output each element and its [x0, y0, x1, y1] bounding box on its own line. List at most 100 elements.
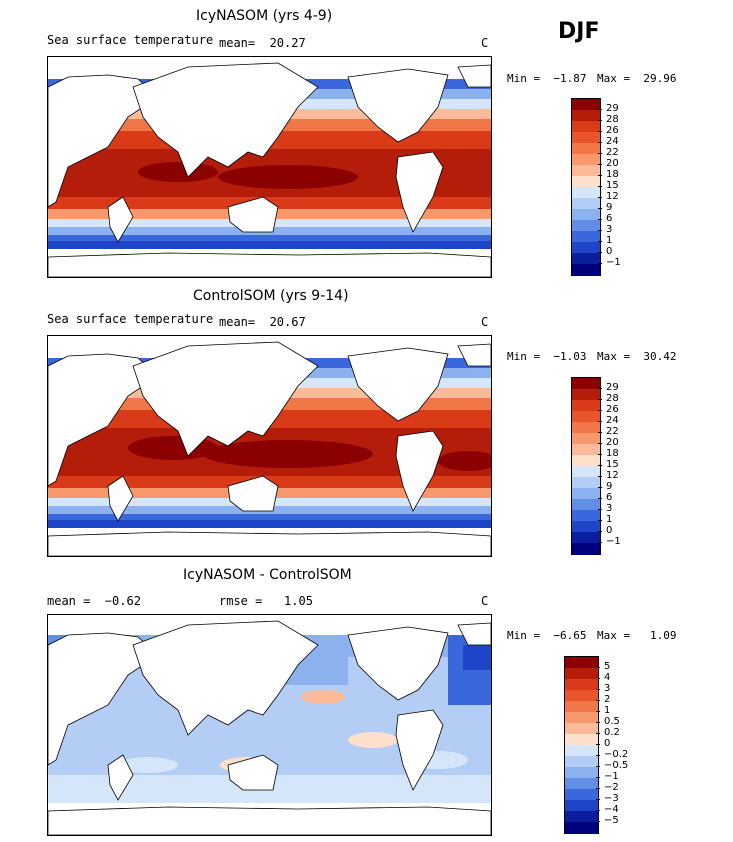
panel-3-colorbar-tick — [596, 700, 600, 701]
panel-3-max: Max = 1.09 — [597, 629, 677, 642]
panel-2-colorbar-tick — [598, 443, 602, 444]
panel-2-colorbar-label: 26 — [606, 404, 619, 415]
panel-3-colorbar-tick — [596, 733, 600, 734]
panel-2-colorbar-tick — [598, 487, 602, 488]
panel-2-colorbar-tick — [598, 520, 602, 521]
panel-3-colorbar-swatch — [565, 822, 598, 834]
panel-2-colorbar-tick — [598, 432, 602, 433]
panel-2-colorbar-swatch — [572, 466, 600, 478]
panel-1-mean: mean= 20.27 — [219, 36, 306, 50]
panel-3-colorbar-label: −0.2 — [604, 749, 629, 760]
panel-1-colorbar-tick — [598, 153, 602, 154]
panel-3-colorbar-tick — [596, 722, 600, 723]
panel-2-colorbar-swatch — [572, 510, 600, 522]
panel-2-colorbar-swatch — [572, 389, 600, 401]
panel-2-colorbar-swatch — [572, 433, 600, 445]
panel-2-colorbar-swatch — [572, 499, 600, 511]
panel-2-colorbar-tick — [598, 421, 602, 422]
panel-3-colorbar-swatch — [565, 668, 598, 680]
panel-1-colorbar-labels: 29 28 26 24 22 20 18 15 12 9 6 3 1 0 −1 — [598, 98, 659, 274]
panel-1-colorbar-label: 1 — [606, 235, 613, 246]
panel-3-colorbar-swatch — [565, 712, 598, 724]
panel-2-colorbar-labels: 29 28 26 24 22 20 18 15 12 9 6 3 1 0 −1 — [598, 377, 659, 553]
panel-3-colorbar-swatch — [565, 745, 598, 757]
panel-1-colorbar-swatch — [572, 198, 600, 210]
panel-2-colorbar-label: 6 — [606, 492, 613, 503]
panel-2-colorbar-label: 24 — [606, 415, 619, 426]
panel-1-colorbar-label: 20 — [606, 158, 619, 169]
panel-3-colorbar-tick — [596, 667, 600, 668]
panel-1-colorbar-swatch — [572, 264, 600, 276]
panel-3-colorbar-label: −5 — [604, 815, 619, 826]
panel-1-colorbar-swatch — [572, 132, 600, 144]
panel-3-colorbar-tick — [596, 766, 600, 767]
panel-2-colorbar-label: 29 — [606, 382, 619, 393]
panel-3-colorbar-swatch — [565, 756, 598, 768]
panel-2-colorbar-tick — [598, 388, 602, 389]
panel-1-colorbar-tick — [598, 263, 602, 264]
panel-2-max: Max = 30.42 — [597, 350, 677, 363]
panel-1-colorbar-tick — [598, 142, 602, 143]
panel-3-colorbar — [564, 656, 599, 834]
panel-2-colorbar-tick — [598, 542, 602, 543]
panel-1-colorbar-swatch — [572, 143, 600, 155]
panel-1-colorbar-swatch — [572, 110, 600, 122]
panel-3-colorbar-tick — [596, 689, 600, 690]
panel-3-title: IcyNASOM - ControlSOM — [183, 567, 352, 583]
panel-3-mean: mean = −0.62 — [47, 594, 141, 608]
panel-2-colorbar-swatch — [572, 400, 600, 412]
panel-1-colorbar — [571, 98, 601, 276]
panel-2-colorbar-swatch — [572, 532, 600, 544]
panel-2-map-svg — [48, 336, 491, 556]
panel-2-colorbar-tick — [598, 531, 602, 532]
panel-1-title: IcyNASOM (yrs 4-9) — [196, 8, 333, 24]
panel-3-colorbar-tick — [596, 744, 600, 745]
panel-3-colorbar-swatch — [565, 690, 598, 702]
panel-3-map-svg — [48, 615, 491, 835]
panel-3-colorbar-tick — [596, 711, 600, 712]
panel-2-colorbar-label: 9 — [606, 481, 613, 492]
panel-3-colorbar-swatch — [565, 767, 598, 779]
panel-3-colorbar-label: 3 — [604, 683, 611, 694]
panel-1-unit: C — [481, 36, 489, 50]
panel-2-colorbar-swatch — [572, 411, 600, 423]
panel-1-colorbar-label: 28 — [606, 114, 619, 125]
panel-2-colorbar-swatch — [572, 378, 600, 390]
panel-3-colorbar-swatch — [565, 778, 598, 790]
panel-3-colorbar-tick — [596, 810, 600, 811]
panel-1-colorbar-swatch — [572, 209, 600, 221]
season-label: DJF — [558, 19, 600, 44]
panel-3-colorbar-label: 5 — [604, 661, 611, 672]
panel-1-colorbar-label: 26 — [606, 125, 619, 136]
panel-2-colorbar-label: −1 — [606, 536, 621, 547]
panel-2-colorbar-tick — [598, 476, 602, 477]
panel-3-colorbar-swatch — [565, 701, 598, 713]
panel-1-colorbar-label: 9 — [606, 202, 613, 213]
panel-2-colorbar-swatch — [572, 444, 600, 456]
panel-3-colorbar-tick — [596, 678, 600, 679]
panel-1-colorbar-tick — [598, 109, 602, 110]
panel-2-colorbar-tick — [598, 498, 602, 499]
panel-1-colorbar-swatch — [572, 253, 600, 265]
panel-1-colorbar-tick — [598, 175, 602, 176]
panel-2-colorbar-label: 1 — [606, 514, 613, 525]
panel-3-colorbar-label: 0.2 — [604, 727, 620, 738]
panel-3-unit: C — [481, 594, 489, 608]
panel-1-colorbar-swatch — [572, 154, 600, 166]
panel-1-colorbar-tick — [598, 131, 602, 132]
panel-1-min: Min = −1.87 — [507, 72, 587, 85]
panel-1-colorbar-swatch — [572, 187, 600, 199]
panel-2-colorbar-label: 18 — [606, 448, 619, 459]
panel-2-colorbar-swatch — [572, 477, 600, 489]
panel-1-colorbar-tick — [598, 241, 602, 242]
panel-2-colorbar-label: 12 — [606, 470, 619, 481]
panel-2-colorbar-swatch — [572, 521, 600, 533]
panel-3-colorbar-label: −1 — [604, 771, 619, 782]
panel-3-colorbar-tick — [596, 821, 600, 822]
panel-2-colorbar-label: 3 — [606, 503, 613, 514]
panel-3-colorbar-wrap: 5 4 3 2 1 0.5 0.2 0 −0.2 −0.5 −1 −2 −3 −4 −5 — [564, 656, 628, 834]
panel-3-colorbar-tick — [596, 788, 600, 789]
panel-2-map — [47, 335, 492, 557]
panel-1-map-svg — [48, 57, 491, 277]
panel-2-unit: C — [481, 315, 489, 329]
